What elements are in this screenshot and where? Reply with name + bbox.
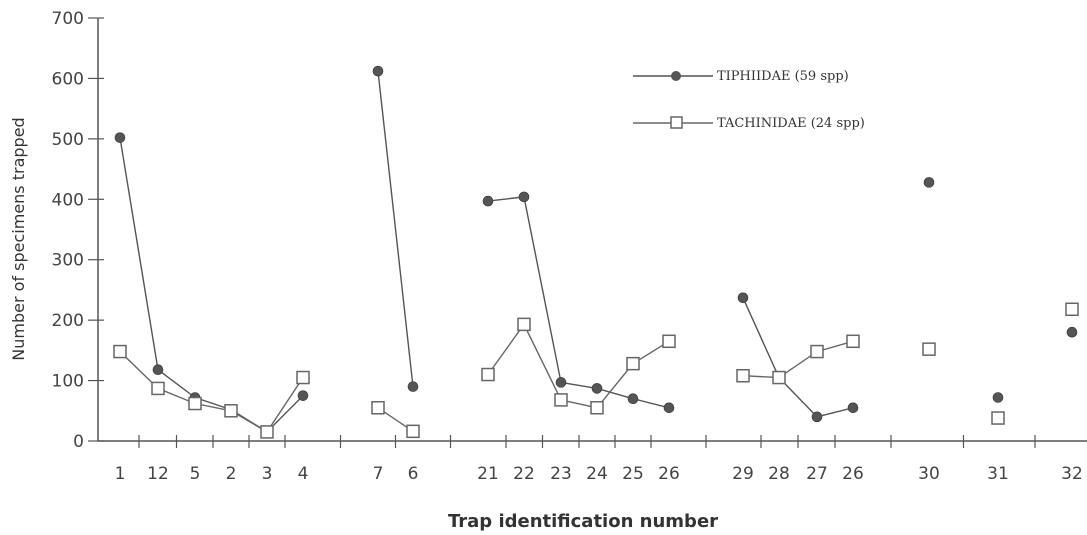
tiphiidae-point <box>407 381 419 392</box>
tiphiidae-point <box>663 402 675 414</box>
tiphiidae-point <box>591 383 603 394</box>
x-tick-label: 6 <box>408 464 419 484</box>
x-tick-label: 27 <box>806 464 828 484</box>
y-tick-label: 300 <box>52 251 84 271</box>
tachinidae-point <box>188 396 202 411</box>
x-tick-label: 1 <box>115 464 126 484</box>
x-tick-label: 28 <box>768 464 790 484</box>
tiphiidae-point <box>297 390 309 401</box>
x-tick-label: 29 <box>732 464 754 484</box>
tachinidae-point <box>151 381 165 396</box>
series-line-tiphiidae <box>487 196 670 409</box>
tachinidae-point <box>481 367 495 382</box>
legend: TIPHIIDAE (59 spp) TACHINIDAE (24 spp) <box>633 69 865 131</box>
tachinidae-point <box>406 424 420 439</box>
x-tick-label: 2 <box>226 464 237 484</box>
x-tick-label: 24 <box>586 464 608 484</box>
x-tick-label: 21 <box>477 464 499 484</box>
x-tick-label: 25 <box>622 464 644 484</box>
tiphiidae-point <box>923 177 935 188</box>
y-tick-label: 400 <box>52 190 84 210</box>
tiphiidae-point <box>737 292 749 304</box>
tiphiidae-point <box>811 411 823 423</box>
tiphiidae-point <box>1066 326 1078 338</box>
x-tick-label: 30 <box>918 464 940 484</box>
x-tick-label: 23 <box>550 464 572 484</box>
x-tick-label: 32 <box>1061 464 1083 484</box>
tiphiidae-point <box>518 191 530 203</box>
x-tick-label: 5 <box>190 464 201 484</box>
tachinidae-point <box>590 401 604 415</box>
tachinidae-point <box>846 334 860 349</box>
tachinidae-point <box>922 342 936 356</box>
x-tick-label: 7 <box>373 464 384 484</box>
x-tick-label: 22 <box>513 464 535 484</box>
tachinidae-point <box>626 356 640 371</box>
tiphiidae-point <box>555 377 567 388</box>
tachinidae-point <box>296 370 310 385</box>
tachinidae-point <box>810 344 824 359</box>
y-tick-label: 700 <box>52 9 84 29</box>
tachinidae-point <box>736 368 750 383</box>
legend-marker-tachinidae <box>670 116 683 129</box>
x-tick-label: 26 <box>842 464 864 484</box>
x-tick-label: 4 <box>298 464 309 484</box>
x-axis-title: Trap identification number <box>448 511 718 532</box>
y-axis-title: Number of specimens trapped <box>9 117 28 360</box>
tachinidae-point <box>224 404 238 418</box>
tiphiidae-point <box>992 392 1004 403</box>
series-line-tachinidae <box>119 351 304 433</box>
series-line-tiphiidae <box>742 297 854 418</box>
tiphiidae-point <box>847 402 859 414</box>
legend-label-tiphiidae: TIPHIIDAE (59 spp) <box>717 69 849 84</box>
y-tick-label: 100 <box>52 372 84 392</box>
series-line-tachinidae <box>742 340 854 379</box>
tiphiidae-point <box>152 364 164 375</box>
series-line-tiphiidae <box>377 71 414 387</box>
x-tick-label: 26 <box>658 464 680 484</box>
legend-label-tachinidae: TACHINIDAE (24 spp) <box>717 116 865 131</box>
tachinidae-point <box>371 401 385 415</box>
y-tick-label: 500 <box>52 130 84 150</box>
series-line-tachinidae <box>487 323 670 409</box>
tiphiidae-point <box>627 393 639 405</box>
series-line-tiphiidae <box>119 137 304 433</box>
y-tick-label: 0 <box>73 432 84 452</box>
tachinidae-point <box>991 411 1005 425</box>
legend-marker-tiphiidae <box>671 71 681 81</box>
x-tick-label: 31 <box>987 464 1009 484</box>
tachinidae-point <box>662 334 676 349</box>
x-tick-label: 3 <box>262 464 273 484</box>
y-tick-label: 200 <box>52 311 84 331</box>
tiphiidae-point <box>482 195 494 207</box>
tachinidae-point <box>1065 302 1079 317</box>
tachinidae-point <box>517 317 531 332</box>
tiphiidae-point <box>114 132 126 143</box>
plot-area <box>113 65 1079 439</box>
x-tick-label: 12 <box>147 464 169 484</box>
tachinidae-point <box>260 425 274 439</box>
tachinidae-point <box>113 344 127 359</box>
tiphiidae-point <box>372 65 384 77</box>
tachinidae-point <box>554 393 568 407</box>
y-tick-label: 600 <box>52 69 84 89</box>
tachinidae-point <box>772 370 786 385</box>
